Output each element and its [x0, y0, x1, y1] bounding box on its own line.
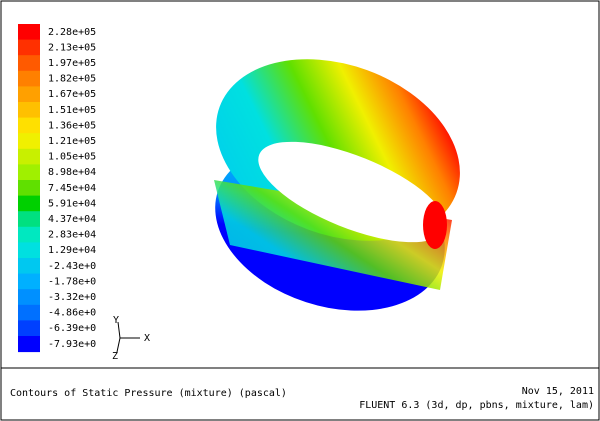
ring-side — [214, 180, 452, 290]
triad-y-label: Y — [113, 315, 119, 326]
legend-swatch — [18, 195, 40, 212]
legend-label: -1.78e+0 — [48, 276, 96, 287]
legend-label: 2.28e+05 — [48, 27, 96, 38]
legend-label: 4.37e+04 — [48, 214, 96, 225]
legend-swatch — [18, 304, 40, 321]
footer-solver: FLUENT 6.3 (3d, dp, pbns, mixture, lam) — [359, 400, 594, 411]
legend-swatch — [18, 211, 40, 228]
axis-triad: X Y Z — [112, 315, 150, 362]
ring — [214, 59, 460, 311]
legend-label: 7.45e+04 — [48, 183, 96, 194]
legend-label: -7.93e+0 — [48, 339, 96, 350]
legend-swatch — [18, 148, 40, 165]
legend-swatch — [18, 242, 40, 259]
legend-label: 2.83e+04 — [48, 230, 96, 241]
legend-swatch — [18, 24, 40, 41]
legend-swatch — [18, 289, 40, 306]
legend-swatch — [18, 86, 40, 103]
triad-y — [117, 321, 121, 339]
legend-swatch — [18, 258, 40, 275]
legend-swatch — [18, 133, 40, 150]
legend-swatch — [18, 164, 40, 181]
triad-z-label: Z — [112, 351, 118, 362]
footer-date: Nov 15, 2011 — [522, 386, 594, 397]
legend-label: -2.43e+0 — [48, 261, 96, 272]
legend-swatch — [18, 55, 40, 72]
legend-swatch — [18, 336, 40, 353]
legend-label: -4.86e+0 — [48, 308, 96, 319]
legend-swatch — [18, 39, 40, 56]
hot-spot — [423, 201, 447, 249]
legend-label: 1.51e+05 — [48, 105, 96, 116]
legend-swatch — [18, 320, 40, 337]
legend-label: 1.05e+05 — [48, 152, 96, 163]
legend-label: 8.98e+04 — [48, 167, 96, 178]
legend-swatch — [18, 180, 40, 197]
legend-label: 1.21e+05 — [48, 136, 96, 147]
legend-label: -6.39e+0 — [48, 323, 96, 334]
legend-label: 1.29e+04 — [48, 245, 96, 256]
ring-hole — [258, 141, 446, 243]
legend-label: 1.97e+05 — [48, 58, 96, 69]
legend-label: 5.91e+04 — [48, 198, 96, 209]
legend-label: 1.36e+05 — [48, 120, 96, 131]
legend-label: 1.82e+05 — [48, 74, 96, 85]
legend-swatch — [18, 226, 40, 243]
legend: 2.28e+05 2.13e+05 1.97e+05 1.82e+05 1.67e+05… — [18, 24, 96, 353]
legend-label: -3.32e+0 — [48, 292, 96, 303]
legend-swatch — [18, 273, 40, 290]
legend-label: 1.67e+05 — [48, 89, 96, 100]
triad-z — [116, 337, 121, 353]
footer-title: Contours of Static Pressure (mixture) (p… — [10, 388, 287, 399]
legend-swatch — [18, 117, 40, 134]
legend-swatch — [18, 70, 40, 87]
legend-label: 2.13e+05 — [48, 42, 96, 53]
triad-x-label: X — [144, 333, 150, 344]
legend-swatch — [18, 102, 40, 119]
